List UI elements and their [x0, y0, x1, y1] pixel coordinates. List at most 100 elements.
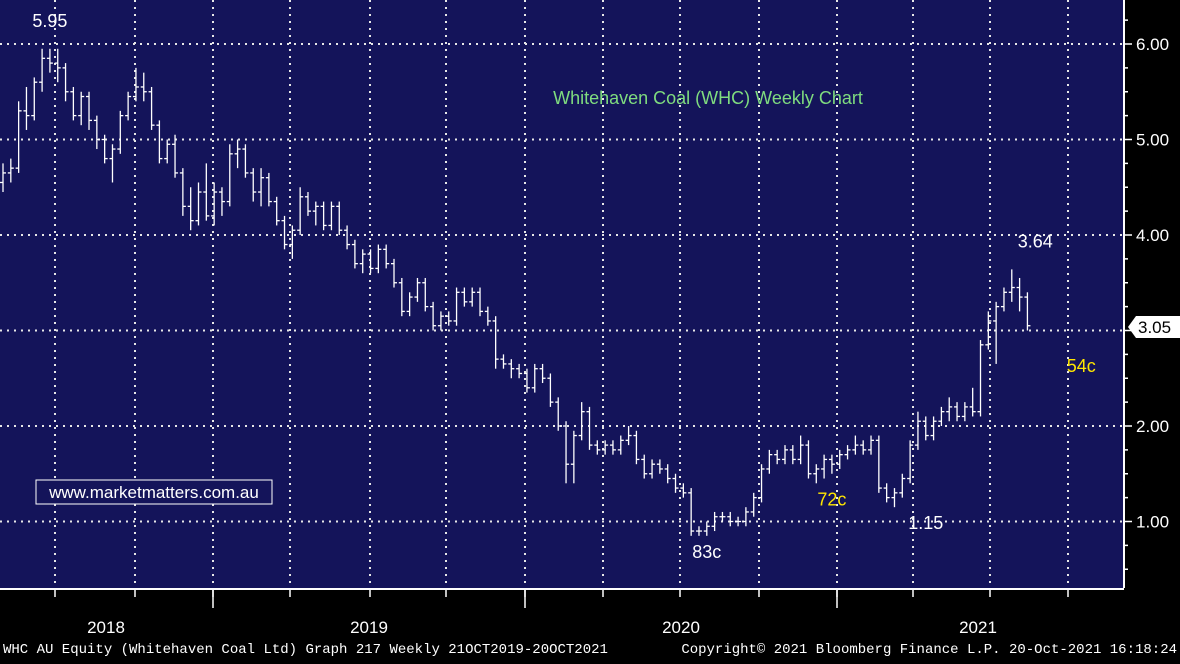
annotation-label: 54c — [1067, 356, 1096, 376]
ohlc-bar — [469, 287, 476, 307]
ohlc-bar — [891, 488, 898, 508]
ohlc-bar — [688, 488, 695, 536]
watermark-text: www.marketmatters.com.au — [48, 483, 259, 502]
ohlc-bar — [969, 387, 976, 417]
ohlc-bar — [234, 139, 241, 169]
ohlc-bar — [500, 354, 507, 369]
ohlc-bar — [868, 435, 875, 455]
ohlc-bar — [62, 63, 69, 102]
ohlc-bar — [117, 110, 124, 154]
ohlc-bar — [758, 464, 765, 503]
footer-left: WHC AU Equity (Whitehaven Coal Ltd) Grap… — [3, 642, 608, 658]
y-tick-label: 6.00 — [1136, 35, 1169, 54]
last-price-flag: 3.05 — [1128, 316, 1180, 338]
ohlc-bar — [539, 363, 546, 384]
ohlc-bar — [211, 182, 218, 226]
y-tick-label: 2.00 — [1136, 417, 1169, 436]
ohlc-bar — [719, 511, 726, 522]
ohlc-bar — [391, 258, 397, 288]
ohlc-bar — [328, 201, 335, 231]
ohlc-bar — [484, 306, 491, 326]
price-bars — [0, 48, 1031, 536]
ohlc-bar — [578, 402, 585, 441]
ohlc-bar — [875, 435, 882, 493]
ohlc-bar — [656, 459, 663, 474]
ohlc-bar — [414, 277, 421, 302]
annotation-label: 83c — [692, 542, 721, 562]
ohlc-bar — [508, 359, 515, 379]
ohlc-bar — [23, 86, 30, 130]
ohlc-bar — [226, 144, 233, 207]
ohlc-bar — [985, 311, 992, 350]
ohlc-bar — [15, 101, 22, 173]
ohlc-bar — [289, 225, 296, 259]
annotation-label: 3.64 — [1018, 231, 1053, 251]
last-price-label: 3.05 — [1138, 318, 1171, 337]
ohlc-bar — [351, 239, 358, 269]
ohlc-bar — [821, 454, 828, 479]
ohlc-bar — [304, 192, 311, 216]
ohlc-bar — [664, 464, 671, 484]
ohlc-bar — [946, 397, 953, 422]
ohlc-bar — [922, 416, 929, 441]
ohlc-bar — [742, 507, 749, 527]
ohlc-bar — [844, 445, 851, 460]
ohlc-bar — [586, 406, 593, 450]
ohlc-bar — [344, 225, 351, 250]
ohlc-bar — [727, 511, 734, 527]
ohlc-bar — [828, 454, 835, 474]
ohlc-bar — [359, 249, 366, 274]
ohlc-bar — [406, 292, 413, 317]
ohlc-bar — [140, 72, 147, 102]
ohlc-bar — [461, 287, 468, 307]
ohlc-bar — [101, 134, 108, 164]
ohlc-bar — [179, 168, 186, 216]
ohlc-bar — [54, 48, 61, 83]
y-tick-label: 5.00 — [1136, 131, 1169, 150]
ohlc-bar — [203, 163, 210, 221]
ohlc-bar — [570, 430, 577, 484]
ohlc-bar — [31, 77, 38, 121]
y-axis: 1.002.003.004.005.006.00 — [1123, 0, 1169, 588]
ohlc-bar — [883, 483, 890, 503]
footer-right: Copyright© 2021 Bloomberg Finance L.P. 2… — [681, 642, 1177, 658]
ohlc-bar — [735, 516, 742, 527]
ohlc-bar — [367, 249, 374, 274]
ohlc-bar — [437, 311, 444, 331]
ohlc-bar — [789, 445, 796, 465]
ohlc-bar — [383, 244, 390, 269]
ohlc-bar — [961, 402, 968, 422]
ohlc-bar — [39, 48, 46, 92]
ohlc-bar — [609, 440, 616, 455]
x-axis: 2018 2019 2020 2021 — [0, 588, 1124, 637]
x-year-label: 2021 — [959, 618, 997, 637]
ohlc-bar — [633, 430, 640, 465]
ohlc-bar — [430, 301, 437, 331]
ohlc-bar — [617, 435, 624, 455]
y-tick-label: 1.00 — [1136, 513, 1169, 532]
ohlc-bar — [164, 139, 171, 164]
ohlc-bar — [641, 454, 648, 479]
ohlc-bar — [695, 526, 702, 536]
x-year-label: 2018 — [87, 618, 125, 637]
ohlc-bar — [899, 473, 906, 498]
ohlc-bar — [555, 397, 562, 431]
ohlc-bar — [453, 287, 460, 326]
ohlc-bar — [86, 91, 93, 130]
annotations: 5.95 83c 72c 1.15 3.64 54c — [32, 11, 1095, 562]
ohlc-bar — [258, 168, 265, 207]
ohlc-bar — [805, 440, 812, 479]
ohlc-bar — [977, 340, 984, 417]
watermark-box: www.marketmatters.com.au — [35, 479, 273, 505]
ohlc-bar — [156, 120, 163, 164]
ohlc-bar — [563, 421, 570, 484]
ohlc-bar — [445, 311, 452, 326]
ohlc-bar — [602, 440, 609, 455]
ohlc-bar — [70, 86, 77, 121]
ohlc-bar — [516, 363, 523, 379]
ohlc-bar — [1000, 287, 1007, 312]
ohlc-bar — [1008, 269, 1015, 302]
ohlc-bar — [954, 402, 961, 422]
ohlc-bar — [930, 416, 937, 441]
